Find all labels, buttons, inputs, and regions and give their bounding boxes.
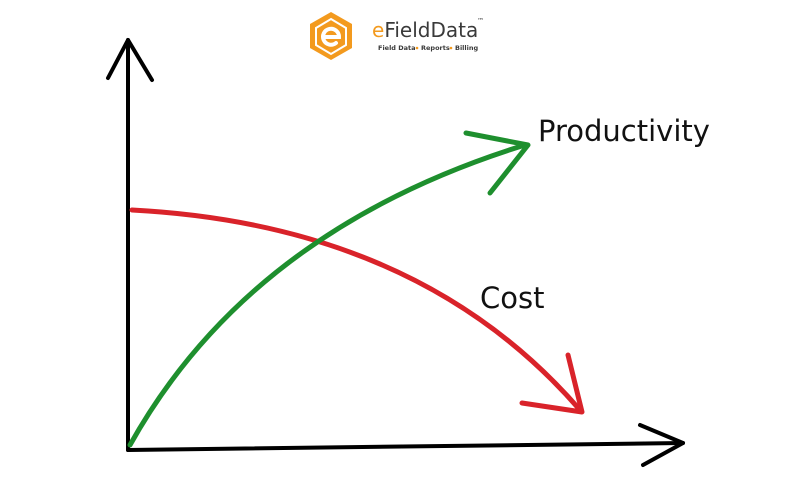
logo-tagline-1: Field Data [378,44,416,52]
cost-label: Cost [480,281,544,315]
logo-e-icon [321,26,342,47]
logo: eFieldData ™ Field Data Reports Billing [310,12,484,60]
tagline-dot [449,46,453,50]
logo-trademark: ™ [477,17,484,25]
cost-arrow [519,352,585,415]
cost-curve [129,207,583,413]
logo-text: eFieldData [372,18,478,42]
logo-name: FieldData [384,18,478,42]
tagline-dot [415,46,419,50]
logo-tagline-2: Reports [421,44,450,52]
productivity-label: Productivity [538,114,710,148]
x-axis-arrow [638,423,685,467]
logo-tagline-3: Billing [455,44,478,52]
logo-prefix: e [372,18,384,42]
x-axis [126,441,685,452]
logo-hexagon-inner [315,17,347,56]
y-axis-arrow [106,38,154,82]
productivity-curve [127,142,528,448]
productivity-arrow [463,130,531,196]
